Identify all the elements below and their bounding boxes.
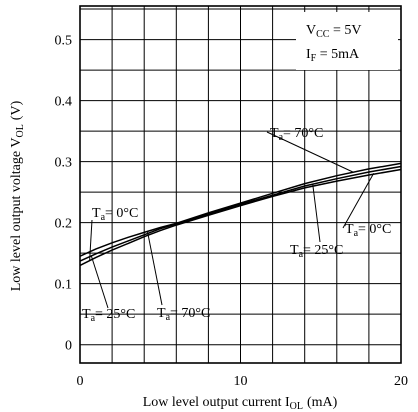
y-tick-label: 0.4 — [55, 95, 73, 110]
annotation-ta-0-right: Ta= 0°C — [345, 222, 391, 239]
x-tick-label: 20 — [394, 374, 408, 389]
annotation-leader-3 — [312, 184, 321, 243]
annotation-leader-2 — [342, 172, 375, 229]
annotation-ta-25-lower: Ta= 25°C — [82, 307, 135, 324]
annotation-leader-5 — [146, 231, 163, 306]
annotation-leader-1 — [89, 219, 93, 261]
annotation-leaders — [89, 131, 375, 309]
grid — [80, 6, 401, 363]
y-tick-label: 0.5 — [55, 34, 73, 49]
conditions-box — [296, 12, 398, 70]
y-tick-label: 0.3 — [55, 156, 73, 171]
annotation-ta-70-lower: Ta= 70°C — [157, 306, 210, 323]
x-tick-labels: 0 10 20 — [77, 374, 409, 389]
series-group — [79, 162, 402, 267]
y-tick-label: 0.2 — [55, 217, 73, 232]
y-tick-labels: 0 0.1 0.2 0.3 0.4 0.5 — [55, 34, 73, 354]
y-tick-label: 0 — [65, 339, 72, 354]
condition-if: IF = 5mA — [306, 47, 360, 64]
plot-frame — [79, 5, 402, 364]
y-axis-title: Low level output voltage VOL(V) — [9, 100, 26, 291]
x-axis-title: Low level output current IOL (mA) — [143, 395, 338, 412]
x-tick-label: 0 — [77, 374, 84, 389]
series-line-2 — [79, 162, 402, 257]
x-tick-label: 10 — [234, 374, 248, 389]
series-line-1 — [79, 165, 402, 262]
condition-vcc: VCC = 5V — [306, 23, 361, 40]
annotation-ta-70-upper: Ta= 70°C — [270, 126, 323, 143]
annotation-leader-0 — [266, 131, 354, 173]
annotation-ta-0-left: Ta= 0°C — [92, 206, 138, 223]
annotation-ta-25-right: Ta= 25°C — [290, 243, 343, 260]
annotation-leader-4 — [90, 255, 109, 309]
y-tick-label: 0.1 — [55, 278, 73, 293]
series-line-0 — [79, 168, 402, 267]
